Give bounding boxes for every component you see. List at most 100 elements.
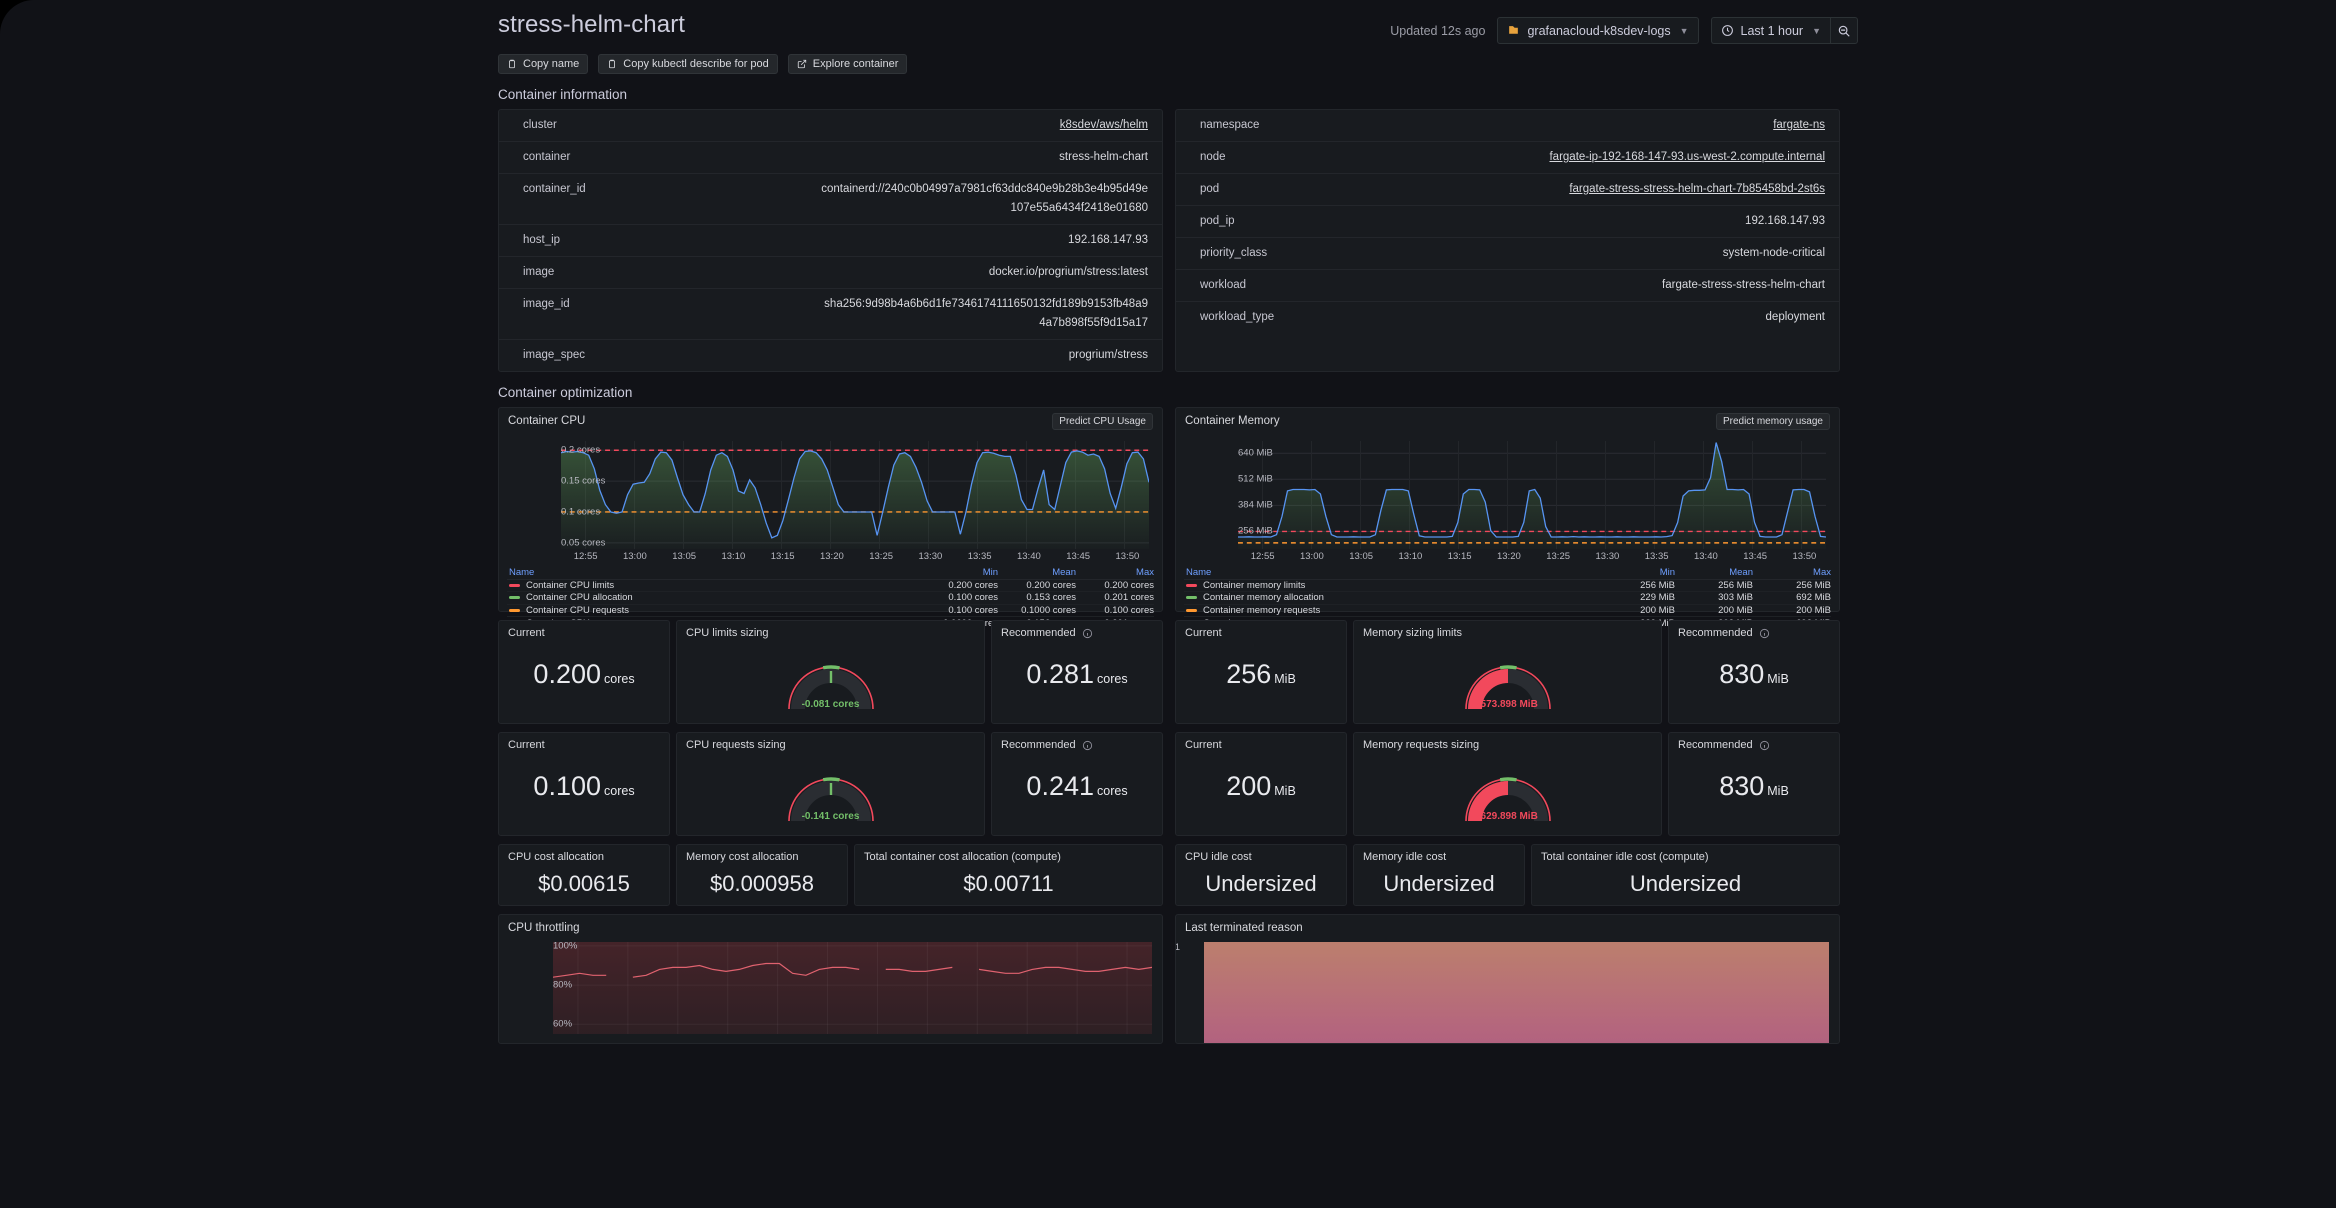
cpu-requests-gauge: -0.141 cores <box>783 747 879 833</box>
copy-kubectl-describe-label: Copy kubectl describe for pod <box>623 58 769 70</box>
legend-color-swatch <box>509 583 520 587</box>
panel-container-cpu: Container CPU Predict CPU Usage 0.2 core… <box>498 407 1163 629</box>
datasource-label: grafanacloud-k8sdev-logs <box>1527 23 1671 38</box>
info-icon[interactable] <box>1759 740 1770 751</box>
info-value[interactable]: fargate-stress-stress-helm-chart-7b85458… <box>1569 183 1825 195</box>
legend-col-name[interactable]: Name <box>509 566 535 578</box>
info-key: image_id <box>523 298 570 310</box>
legend-col-max[interactable]: Max <box>1136 566 1154 578</box>
mem-legend-header: Name Min Mean Max <box>1184 567 1831 580</box>
legend-col-name[interactable]: Name <box>1186 566 1212 578</box>
info-key: image_spec <box>523 349 586 361</box>
memory-requests-current-title: Current <box>1185 739 1222 751</box>
memory-limits-recommended-value: 830 MiB <box>1719 658 1789 689</box>
panel-header-cpu: Container CPU Predict CPU Usage <box>499 408 1162 432</box>
info-key: namespace <box>1200 119 1260 131</box>
info-key: pod_ip <box>1200 215 1235 227</box>
panel-header-memory: Container Memory Predict memory usage <box>1176 408 1839 432</box>
cpu-requests-current-panel: Current 0.100 cores <box>498 732 670 836</box>
panel-title-throttling: CPU throttling <box>508 922 580 934</box>
cost-idle-title: Total container idle cost (compute) <box>1541 851 1709 863</box>
legend-col-min[interactable]: Min <box>1659 566 1675 578</box>
zoom-out-button[interactable] <box>1830 17 1858 44</box>
cpu-x-tick: 12:55 <box>573 551 598 562</box>
legend-col-max[interactable]: Max <box>1813 566 1831 578</box>
cost-idle-cell: Memory idle cost Undersized <box>1353 844 1525 906</box>
memory-limits-recommended-title: Recommended <box>1678 627 1770 639</box>
mem-x-tick: 13:50 <box>1792 551 1817 562</box>
info-icon[interactable] <box>1082 740 1093 751</box>
cpu-x-tick: 13:05 <box>672 551 697 562</box>
cpu-x-tick: 13:45 <box>1066 551 1091 562</box>
memory-requests-sizing-group: Current 200 MiB Memory requests sizing -6… <box>1175 732 1840 836</box>
info-value[interactable]: fargate-ns <box>1773 119 1825 131</box>
info-icon[interactable] <box>1759 628 1770 639</box>
explore-container-button[interactable]: Explore container <box>787 54 908 74</box>
predict-cpu-usage-button[interactable]: Predict CPU Usage <box>1052 413 1153 430</box>
legend-stat-value: 0.201 cores <box>1104 592 1154 604</box>
cpu-requests-gauge-panel: CPU requests sizing -0.141 cores <box>676 732 985 836</box>
copy-name-label: Copy name <box>523 58 580 70</box>
legend-col-min[interactable]: Min <box>982 566 998 578</box>
cost-allocation-title: Memory cost allocation <box>686 851 799 863</box>
copy-name-button[interactable]: Copy name <box>498 54 589 74</box>
cpu-x-tick: 13:30 <box>918 551 943 562</box>
time-range-picker[interactable]: Last 1 hour ▼ <box>1710 17 1830 44</box>
legend-col-mean[interactable]: Mean <box>1052 566 1076 578</box>
cost-allocation-title: CPU cost allocation <box>508 851 604 863</box>
mem-x-tick: 13:30 <box>1595 551 1620 562</box>
clock-icon <box>1721 24 1734 37</box>
cost-row: CPU cost allocation $0.00615 Memory cost a… <box>498 844 1858 906</box>
panel-title-terminated: Last terminated reason <box>1185 922 1303 934</box>
legend-row[interactable]: Container memory limits 256 MiB 256 MiB 256… <box>1184 580 1831 592</box>
legend-stat-value: 692 MiB <box>1796 592 1831 604</box>
legend-row[interactable]: Container CPU allocation 0.100 cores 0.153… <box>507 592 1154 605</box>
memory-requests-gauge-svg <box>1464 777 1551 822</box>
legend-color-swatch <box>1186 583 1197 587</box>
cost-allocation-cell: CPU cost allocation $0.00615 <box>498 844 670 906</box>
info-key: pod <box>1200 183 1220 195</box>
cpu-x-tick: 13:40 <box>1016 551 1041 562</box>
legend-stat-value: 0.153 cores <box>1026 592 1076 604</box>
info-table-right: namespace fargate-ns node fargate-ip-192-16… <box>1175 109 1840 372</box>
legend-col-mean[interactable]: Mean <box>1729 566 1753 578</box>
info-value: progrium/stress <box>1068 349 1148 361</box>
legend-series-name: Container memory limits <box>1184 580 1597 591</box>
info-value[interactable]: fargate-ip-192-168-147-93.us-west-2.comp… <box>1549 151 1825 163</box>
cpu-requests-gauge-title: CPU requests sizing <box>686 739 786 751</box>
panel-last-terminated-reason: Last terminated reason 1 <box>1175 914 1840 1044</box>
cpu-svg <box>561 441 1149 549</box>
info-value: 192.168.147.93 <box>1745 215 1825 227</box>
memory-limits-recommended-panel: Recommended 830 MiB <box>1668 620 1840 724</box>
terminated-plot-area: 1 <box>1176 942 1831 1043</box>
info-row: container_id containerd://240c0b04997a798… <box>499 174 1162 225</box>
info-value[interactable]: k8sdev/aws/helm <box>1059 119 1148 131</box>
legend-series-name: Container memory requests <box>1184 605 1597 616</box>
info-row: node fargate-ip-192-168-147-93.us-west-2.… <box>1176 142 1839 174</box>
mem-allocation-area <box>1238 442 1826 549</box>
legend-stat-value: 200 MiB <box>1796 604 1831 616</box>
page-header: stress-helm-chart Updated 12s ago grafan… <box>498 0 1858 44</box>
datasource-icon <box>1507 24 1520 37</box>
chevron-down-icon: ▼ <box>1679 25 1689 36</box>
cpu-requests-recommended-panel: Recommended 0.241 cores <box>991 732 1163 836</box>
legend-color-swatch <box>1186 608 1197 612</box>
legend-stat-value: 0.100 cores <box>948 592 998 604</box>
legend-row[interactable]: Container memory requests 200 MiB 200 MiB 2… <box>1184 604 1831 617</box>
legend-row[interactable]: Container CPU requests 0.100 cores 0.1000 … <box>507 605 1154 617</box>
copy-kubectl-describe-button[interactable]: Copy kubectl describe for pod <box>598 54 778 74</box>
memory-sizing-limits-group: Current 256 MiB Memory sizing limits -573… <box>1175 620 1840 724</box>
legend-row[interactable]: Container CPU limits 0.200 cores 0.200 cor… <box>507 580 1154 592</box>
info-key: workload <box>1200 279 1247 291</box>
info-key: workload_type <box>1200 311 1275 323</box>
terminated-y-label: 1 <box>1175 942 1180 953</box>
predict-memory-usage-button[interactable]: Predict memory usage <box>1715 413 1830 430</box>
cost-idle-value: Undersized <box>1383 871 1495 896</box>
cost-idle-value: Undersized <box>1629 871 1742 896</box>
info-row: pod fargate-stress-stress-helm-chart-7b85… <box>1176 174 1839 206</box>
info-icon[interactable] <box>1082 628 1093 639</box>
legend-row[interactable]: Container memory allocation 229 MiB 303 Mi… <box>1184 592 1831 605</box>
memory-limits-current-title: Current <box>1185 627 1222 639</box>
cpu-limits-recommended-title: Recommended <box>1001 627 1093 639</box>
datasource-picker[interactable]: grafanacloud-k8sdev-logs ▼ <box>1497 17 1699 44</box>
